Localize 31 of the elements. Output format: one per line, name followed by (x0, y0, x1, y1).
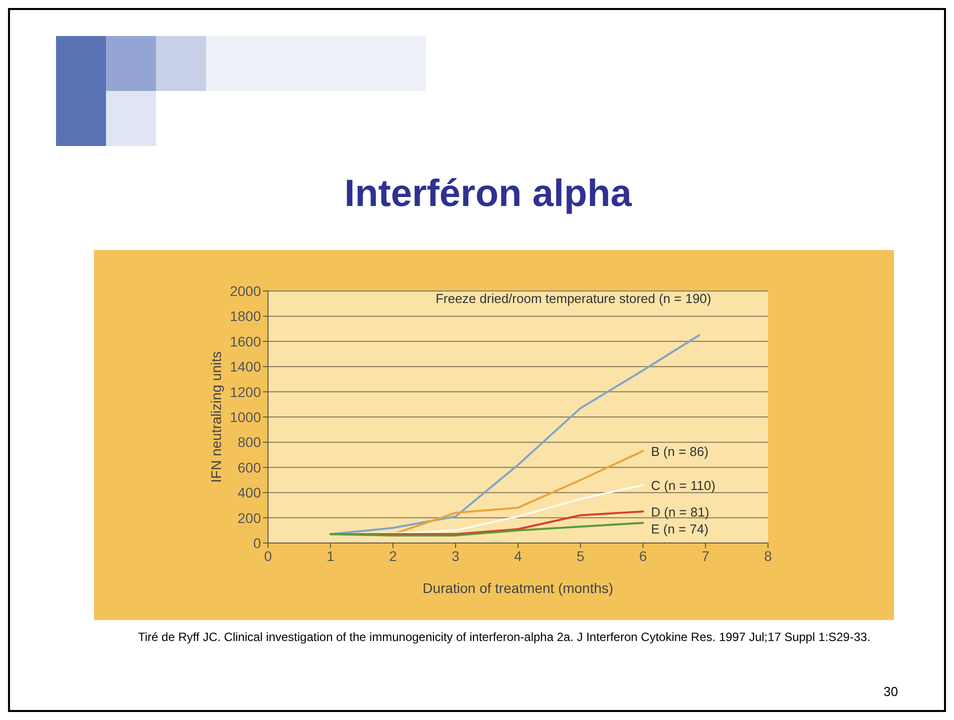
y-tick-label: 400 (238, 484, 262, 501)
y-tick-label: 200 (238, 510, 262, 526)
x-axis-title: Duration of treatment (months) (422, 580, 614, 596)
chart-title: Interféron alpha (344, 173, 632, 215)
y-tick-label: 800 (238, 434, 262, 450)
series-label: C (n = 110) (651, 478, 716, 494)
y-tick-label: 1000 (230, 409, 262, 425)
x-tick-label: 1 (326, 548, 335, 564)
text: Tiré de Ryff JC. Clinical investigation of the immunogenicity of interferon-alpha 2a. J Interferon Cytokine Res. 1997 Jul;17 Suppl 1:S29-33. (138, 630, 872, 645)
x-tick-label: 8 (764, 548, 772, 564)
y-tick-label: 1400 (230, 358, 262, 375)
y-axis-title: IFN neutralizing units (208, 351, 224, 483)
x-tick-label: 4 (514, 548, 522, 564)
text: Freeze dried/room temperature stored (n = 190) (436, 291, 712, 306)
x-tick-label: 5 (576, 548, 585, 564)
y-tick-label: 2000 (230, 283, 262, 299)
series-label: E (n = 74) (651, 522, 708, 536)
series-label: B (n = 86) (651, 444, 708, 460)
series-label: D (n = 81) (651, 504, 710, 520)
x-tick-label: 7 (702, 548, 710, 564)
x-tick-label: 2 (389, 548, 398, 564)
y-tick-label: 1200 (230, 384, 262, 400)
y-tick-label: 600 (238, 459, 262, 476)
y-tick-label: 0 (253, 535, 262, 551)
x-tick-label: 3 (452, 548, 460, 564)
text: 30 (884, 684, 898, 699)
y-tick-label: 1800 (230, 308, 262, 324)
x-tick-label: 6 (639, 548, 648, 564)
x-tick-label: 0 (264, 548, 272, 564)
y-tick-label: 1600 (230, 333, 262, 350)
line-series (330, 522, 644, 536)
